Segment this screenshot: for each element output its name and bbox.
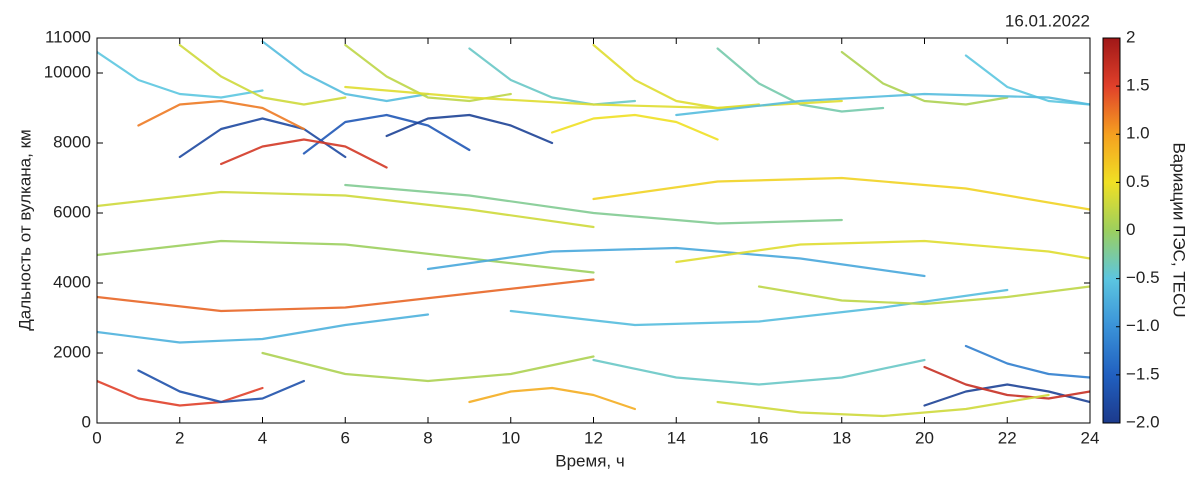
- y-tick-label: 8000: [53, 132, 91, 151]
- x-tick-label: 12: [584, 428, 603, 447]
- x-tick-label: 0: [92, 428, 101, 447]
- x-tick-label: 18: [832, 428, 851, 447]
- x-tick-label: 16: [750, 428, 769, 447]
- track: [675, 92, 1090, 117]
- track: [178, 117, 347, 159]
- track: [757, 285, 1090, 306]
- track: [385, 113, 554, 145]
- track: [97, 379, 264, 407]
- y-tick-label: 11000: [45, 27, 91, 46]
- colorbar-tick-label: −1.0: [1126, 316, 1160, 335]
- track: [923, 365, 1090, 400]
- colorbar-tick-label: 0.5: [1126, 172, 1150, 191]
- x-tick-label: 22: [998, 428, 1017, 447]
- track: [592, 358, 926, 386]
- colorbar-tick-label: −1.5: [1126, 364, 1160, 383]
- x-tick-label: 20: [915, 428, 934, 447]
- colorbar-tick-label: −2.0: [1126, 412, 1160, 431]
- colorbar-tick-label: 0: [1126, 220, 1135, 239]
- y-axis-label: Дальность от вулкана, км: [15, 129, 34, 330]
- x-tick-label: 8: [423, 428, 432, 447]
- y-tick-label: 4000: [53, 272, 91, 291]
- track: [344, 183, 843, 225]
- track: [468, 47, 636, 106]
- tracks: [97, 40, 1090, 418]
- track: [964, 54, 1090, 106]
- track: [261, 40, 430, 103]
- track: [97, 278, 595, 313]
- x-tick-label: 2: [175, 428, 184, 447]
- x-tick-label: 6: [341, 428, 350, 447]
- track: [592, 43, 761, 110]
- y-tick-label: 10000: [44, 62, 91, 81]
- colorbar-tick-label: 2: [1126, 27, 1135, 46]
- track: [97, 239, 595, 274]
- track: [923, 383, 1090, 407]
- y-tick-label: 0: [82, 412, 91, 431]
- track: [178, 43, 347, 106]
- track: [426, 246, 926, 278]
- track: [302, 113, 471, 155]
- colorbar-tick-label: −0.5: [1126, 268, 1160, 287]
- plot-frame: [96, 37, 1091, 424]
- track: [964, 344, 1090, 379]
- x-tick-label: 14: [667, 428, 686, 447]
- track: [840, 50, 1009, 106]
- track: [137, 99, 305, 131]
- track: [97, 50, 264, 99]
- track: [261, 351, 595, 383]
- x-tick-label: 10: [501, 428, 520, 447]
- track: [344, 43, 512, 103]
- track: [716, 47, 885, 113]
- track: [137, 369, 305, 404]
- x-axis-label: Время, ч: [555, 451, 624, 470]
- track: [551, 113, 719, 141]
- x-tick-label: 24: [1081, 428, 1100, 447]
- y-tick-label: 6000: [53, 202, 91, 221]
- track: [97, 313, 430, 344]
- colorbar-tick-label: 1.0: [1126, 124, 1150, 143]
- track: [468, 386, 636, 411]
- track: [220, 138, 388, 169]
- track: [509, 288, 1009, 327]
- colorbar-label: Вариации ПЭС, TECU: [1170, 142, 1189, 317]
- track: [592, 176, 1090, 211]
- track: [97, 190, 595, 229]
- track: [675, 239, 1090, 264]
- y-tick-label: 2000: [53, 342, 91, 361]
- x-tick-label: 4: [258, 428, 267, 447]
- colorbar-tick-label: 1.5: [1126, 76, 1150, 95]
- track: [716, 393, 1050, 418]
- chart-title: 16.01.2022: [1005, 11, 1090, 30]
